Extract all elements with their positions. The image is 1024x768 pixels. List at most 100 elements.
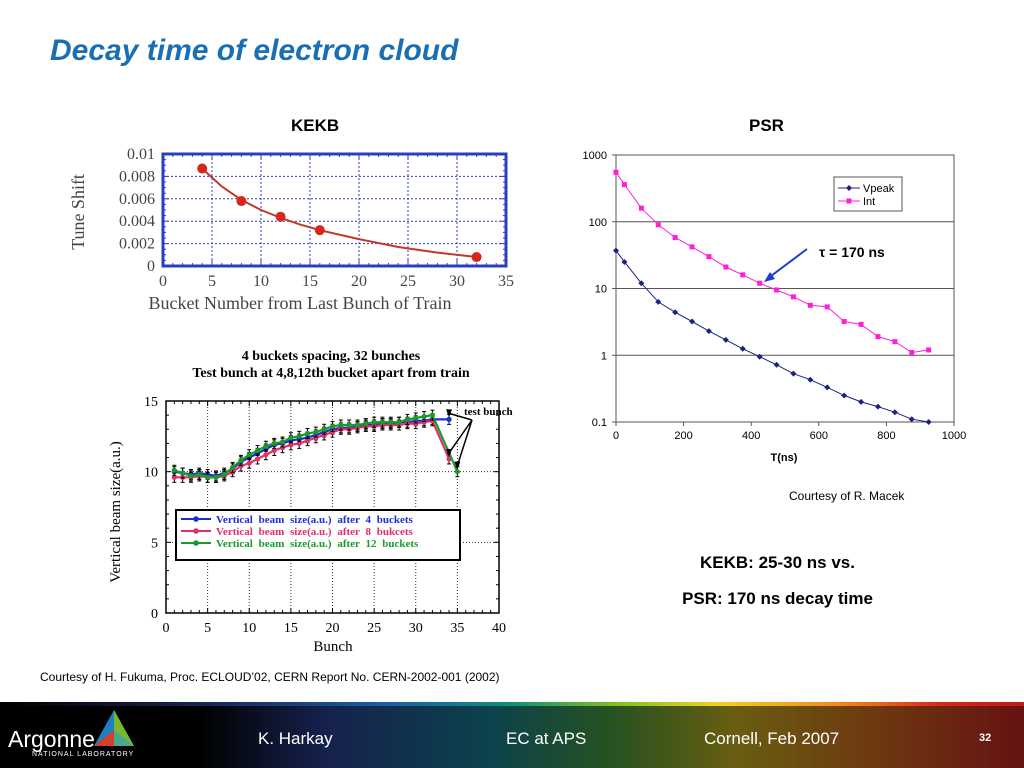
test-bunch-arrow-head [446, 448, 453, 457]
psr-point-vpeak [621, 258, 628, 265]
argonne-logo-subtext: NATIONAL LABORATORY [32, 751, 135, 758]
beam-size-point [371, 419, 377, 425]
psr-x-ticklabel: 0 [613, 430, 619, 442]
tune-shift-point [197, 163, 208, 174]
psr-point-vpeak [858, 398, 865, 405]
beam-size-x-ticklabel: 0 [163, 621, 170, 636]
tune-shift-fit-line [201, 167, 477, 258]
beam-size-point [304, 437, 311, 444]
beam-size-point [279, 445, 286, 451]
beam-size-point [230, 464, 236, 471]
footer-venue: Cornell, Feb 2007 [704, 729, 840, 748]
beam-size-point [296, 433, 302, 439]
psr-x-ticklabel: 600 [810, 430, 828, 442]
beam-size-x-ticklabel: 40 [492, 621, 506, 636]
psr-point-vpeak [874, 403, 881, 410]
beam-size-point [246, 460, 252, 466]
slide-title: Decay time of electron cloud [50, 34, 459, 67]
tune-shift-x-ticklabels: 0 5 10 15 20 25 30 35 [159, 273, 514, 290]
psr-x-ticklabel: 800 [877, 430, 895, 442]
psr-xlabel: T(ns) [771, 452, 798, 464]
tune-shift-x-ticklabel: 0 [159, 273, 167, 290]
beam-size-point [321, 426, 327, 432]
tau-arrow-head [764, 272, 775, 282]
beam-size-point [213, 474, 219, 480]
psr-point-vpeak [739, 345, 746, 352]
footer-stripe [0, 702, 1024, 706]
footer-gradient [200, 706, 1024, 768]
beam-size-y-ticklabel: 15 [144, 395, 158, 410]
tune-shift-fit-curve [201, 167, 477, 258]
test-bunch-arrow-line [448, 419, 473, 454]
beam-size-ticks [165, 400, 500, 614]
test-bunch-arrows [446, 409, 473, 470]
psr-legend-label: Vpeak [863, 183, 895, 195]
tune-shift-ticks [162, 153, 507, 267]
psr-point-vpeak [824, 384, 831, 391]
test-bunch-arrow-line [456, 419, 473, 466]
beam-size-point [246, 452, 252, 458]
beam-size-point [238, 463, 244, 469]
psr-x-ticklabel: 1000 [942, 430, 966, 442]
psr-point-vpeak [655, 298, 662, 305]
beam-size-point [205, 474, 211, 480]
beam-size-point [354, 422, 361, 428]
tune-shift-point [314, 225, 325, 236]
psr-series [613, 169, 932, 425]
beam-size-point [379, 419, 386, 425]
psr-point-vpeak [638, 280, 645, 287]
beam-size-legend-label: Vertical beam size(a.u.) after 8 bukcets [216, 526, 413, 538]
tune-shift-y-ticklabel: 0.002 [119, 236, 155, 253]
beam-size-point [421, 419, 427, 425]
beam-size-y-ticklabel: 0 [151, 607, 158, 622]
beam-size-point [196, 471, 202, 478]
beam-size-point [288, 442, 294, 448]
psr-y-ticklabel: 1 [601, 350, 607, 362]
courtesy-macek: Courtesy of R. Macek [789, 489, 905, 503]
psr-point-int [706, 254, 712, 260]
psr-x-ticklabel: 200 [674, 430, 692, 442]
psr-legend-marker [846, 185, 852, 191]
psr-point-int [807, 302, 813, 308]
beam-size-point [271, 440, 277, 446]
tune-shift-y-ticklabel: 0.004 [119, 213, 155, 230]
psr-point-vpeak [773, 361, 780, 368]
psr-x-ticklabel: 400 [742, 430, 760, 442]
beam-size-point [388, 419, 394, 425]
tune-shift-grid [163, 154, 506, 266]
tune-shift-x-ticklabel: 5 [208, 273, 216, 290]
test-bunch-arrow-head [454, 461, 461, 470]
argonne-logo-icon [94, 710, 134, 746]
beam-size-point [238, 457, 244, 463]
beam-size-y-ticklabels: 0 5 10 15 [144, 395, 158, 622]
comparison-line-1: KEKB: 25-30 ns vs. [700, 553, 855, 572]
beam-size-point [221, 471, 227, 478]
psr-point-int [909, 349, 915, 355]
beam-size-point [454, 469, 460, 475]
beam-size-xlabel: Bunch [313, 639, 353, 655]
tune-shift-x-ticklabel: 15 [302, 273, 318, 290]
psr-label: PSR [749, 116, 784, 135]
kekb-label: KEKB [291, 116, 340, 135]
beam-size-point [171, 467, 177, 473]
psr-point-int [757, 280, 763, 286]
beam-size-point [288, 435, 294, 441]
tau-annotation: τ = 170 ns [819, 244, 885, 260]
psr-legend-marker [846, 198, 852, 204]
beam-size-grid [166, 401, 499, 613]
footer-author: K. Harkay [258, 729, 333, 748]
psr-line-vpeak [615, 250, 929, 423]
beam-size-point [338, 422, 344, 428]
psr-point-vpeak [790, 370, 797, 377]
psr-point-int [841, 319, 847, 325]
beam-size-point [329, 423, 336, 430]
tune-shift-x-ticklabel: 25 [400, 273, 416, 290]
tune-shift-xlabel: Bucket Number from Last Bunch of Train [149, 293, 452, 313]
beam-size-point [446, 416, 452, 422]
psr-point-int [723, 264, 729, 270]
psr-point-vpeak [722, 336, 729, 343]
beam-size-point [429, 412, 435, 418]
tune-shift-frame [161, 152, 508, 268]
psr-point-vpeak [705, 328, 712, 335]
